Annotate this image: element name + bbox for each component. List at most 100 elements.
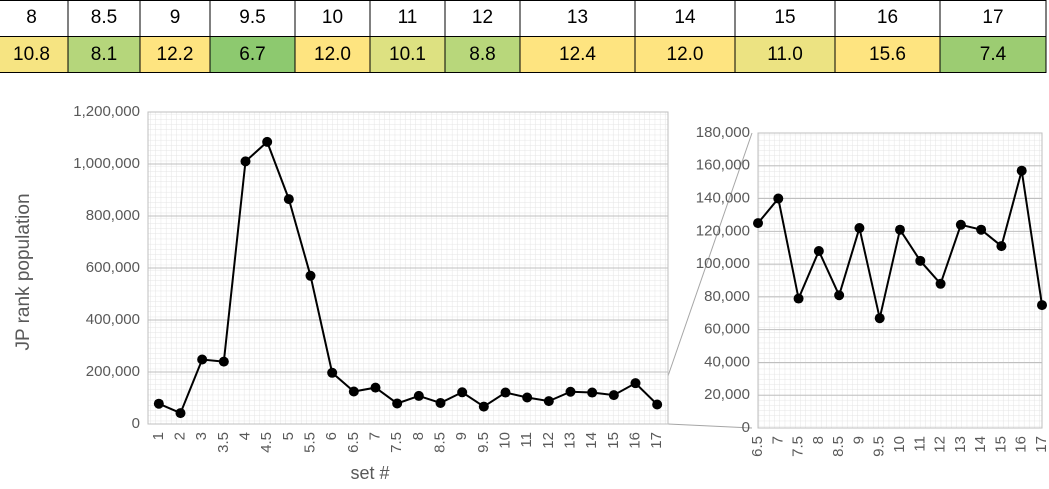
value-text: 12.0 <box>314 44 351 65</box>
value-cell <box>939 36 1047 73</box>
header-text: 13 <box>567 7 588 28</box>
x-tick-label: 10 <box>891 436 908 453</box>
point <box>305 270 316 281</box>
x-tick-label: 2 <box>171 432 188 440</box>
header-cell <box>444 0 521 37</box>
x-tick-label: 6 <box>323 432 340 440</box>
header-cell <box>369 0 446 37</box>
point <box>500 387 511 398</box>
x-tick-label: 6.5 <box>749 436 766 457</box>
y-tick-label: 0 <box>742 419 750 436</box>
point <box>370 382 381 393</box>
point <box>522 392 533 403</box>
x-tick-label: 17 <box>648 432 665 449</box>
point <box>608 390 619 401</box>
header-text: 8 <box>26 7 37 28</box>
point <box>392 398 403 409</box>
x-tick-label: 7.5 <box>790 436 807 457</box>
header-text: 12 <box>472 7 493 28</box>
point <box>935 278 946 289</box>
header-text: 15 <box>774 7 795 28</box>
x-tick-label: 1 <box>150 432 167 440</box>
plot-border <box>147 111 669 425</box>
plot-area <box>758 133 1042 428</box>
point <box>240 156 251 167</box>
y-tick-label: 1,000,000 <box>73 155 140 172</box>
value-cell <box>834 36 941 73</box>
x-tick-label: 9 <box>453 432 470 440</box>
y-tick-label: 140,000 <box>696 190 750 207</box>
header-text: 11 <box>398 7 418 28</box>
value-text: 10.1 <box>389 44 426 65</box>
x-tick-label: 13 <box>561 432 578 449</box>
value-text: 15.6 <box>869 44 906 65</box>
value-text: 12.0 <box>667 44 704 65</box>
y-tick-label: 600,000 <box>86 259 140 276</box>
y-tick-label: 400,000 <box>86 311 140 328</box>
x-tick-label: 9.5 <box>475 432 492 453</box>
point <box>630 378 641 389</box>
x-tick-label: 4.5 <box>258 432 275 453</box>
x-tick-label: 10 <box>496 432 513 449</box>
y-tick-label: 160,000 <box>696 157 750 174</box>
value-cell <box>519 36 636 73</box>
point <box>153 398 164 409</box>
point <box>262 136 273 147</box>
x-tick-label: 13 <box>952 436 969 453</box>
point <box>834 290 845 301</box>
value-text: 10.8 <box>13 44 50 65</box>
value-text: 12.4 <box>559 44 596 65</box>
y-tick-label: 60,000 <box>704 321 750 338</box>
header-cell <box>294 0 371 37</box>
y-tick-label: 800,000 <box>86 207 140 224</box>
header-cell <box>0 0 69 37</box>
value-cell <box>67 36 141 73</box>
x-tick-label: 16 <box>1013 436 1030 453</box>
y-tick-label: 0 <box>132 415 140 432</box>
point <box>457 387 468 398</box>
x-tick-label: 12 <box>932 436 949 453</box>
y-tick-label: 1,200,000 <box>73 103 140 120</box>
plot-border <box>757 132 1043 429</box>
x-tick-label: 7.5 <box>388 432 405 453</box>
x-tick-label: 11 <box>911 436 928 452</box>
point <box>874 313 885 324</box>
value-text: 6.7 <box>239 44 265 65</box>
x-tick-label: 15 <box>605 432 622 449</box>
x-tick-label: 8.5 <box>431 432 448 453</box>
point <box>753 218 763 229</box>
value-cell <box>369 36 446 73</box>
point <box>218 356 229 367</box>
y-tick-label: 180,000 <box>696 124 750 141</box>
y-axis-title: JP rank population <box>13 193 34 350</box>
value-text: 11.0 <box>767 44 803 65</box>
point <box>1016 165 1027 176</box>
value-cell <box>634 36 736 73</box>
point <box>996 241 1007 252</box>
y-tick-label: 120,000 <box>696 222 750 239</box>
point <box>435 397 446 408</box>
value-text: 7.4 <box>980 44 1007 65</box>
x-tick-label: 6.5 <box>345 432 362 453</box>
header-text: 16 <box>877 7 898 28</box>
header-text: 9 <box>170 7 181 28</box>
header-text: 14 <box>674 7 696 28</box>
point <box>915 255 926 266</box>
value-text: 8.8 <box>469 44 495 65</box>
x-tick-label: 9 <box>850 436 867 444</box>
x-axis-title: set # <box>350 463 389 483</box>
x-tick-label: 3.5 <box>215 432 232 453</box>
value-text: 8.1 <box>91 44 117 65</box>
y-tick-label: 20,000 <box>704 386 750 403</box>
point <box>976 224 987 235</box>
header-cell <box>734 0 836 37</box>
point <box>283 194 294 205</box>
x-tick-label: 5 <box>280 432 297 440</box>
point <box>327 367 338 378</box>
value-text: 12.2 <box>157 44 194 65</box>
point <box>813 246 824 256</box>
point <box>197 354 208 365</box>
point <box>793 293 804 304</box>
x-tick-label: 8.5 <box>830 436 847 457</box>
